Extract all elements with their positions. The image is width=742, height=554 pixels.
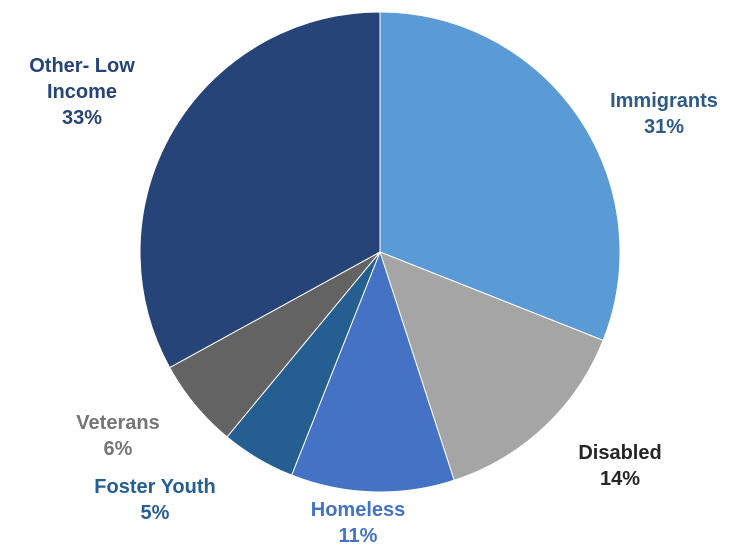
slice-name: Homeless <box>310 499 406 521</box>
slice-percent: 33% <box>61 107 103 129</box>
slice-label-other-low-income: Other- Low Income 33% <box>29 53 135 131</box>
slice-label-foster-youth: Foster Youth 5% <box>94 474 215 526</box>
slice-label-immigrants: Immigrants 31% <box>610 88 718 140</box>
pie-slice-other-low-income <box>139 11 381 369</box>
slice-name: Immigrants <box>610 90 718 112</box>
slice-label-homeless: Homeless 11% <box>311 497 406 549</box>
slice-percent: 5% <box>140 502 170 524</box>
slice-label-disabled: Disabled 14% <box>578 440 661 492</box>
slice-name: Disabled <box>578 442 662 464</box>
slice-percent: 31% <box>643 116 685 138</box>
slice-name: Veterans <box>76 412 160 434</box>
pie-slice-immigrants <box>379 11 621 341</box>
slice-label-veterans: Veterans 6% <box>76 410 159 462</box>
slice-percent: 6% <box>103 438 133 460</box>
slice-name-line1: Other- Low <box>29 55 135 77</box>
slice-name: Foster Youth <box>94 476 216 498</box>
slice-name-line2: Income <box>46 81 118 103</box>
slice-percent: 11% <box>338 525 378 547</box>
pie-slice-homeless <box>291 250 455 493</box>
slice-percent: 14% <box>599 468 641 490</box>
